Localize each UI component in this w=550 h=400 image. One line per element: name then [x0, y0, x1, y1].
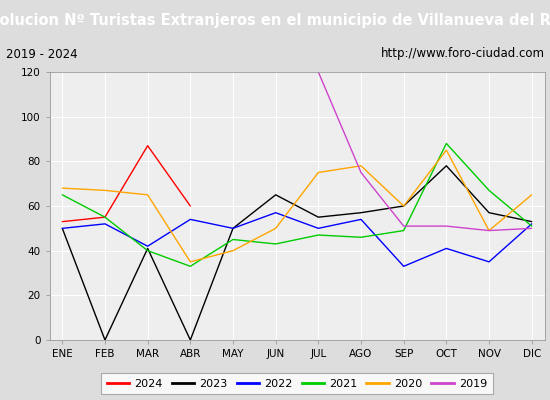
Text: Evolucion Nº Turistas Extranjeros en el municipio de Villanueva del Rey: Evolucion Nº Turistas Extranjeros en el … [0, 12, 550, 28]
Legend: 2024, 2023, 2022, 2021, 2020, 2019: 2024, 2023, 2022, 2021, 2020, 2019 [101, 373, 493, 394]
Text: 2019 - 2024: 2019 - 2024 [6, 48, 77, 60]
Text: http://www.foro-ciudad.com: http://www.foro-ciudad.com [381, 48, 544, 60]
